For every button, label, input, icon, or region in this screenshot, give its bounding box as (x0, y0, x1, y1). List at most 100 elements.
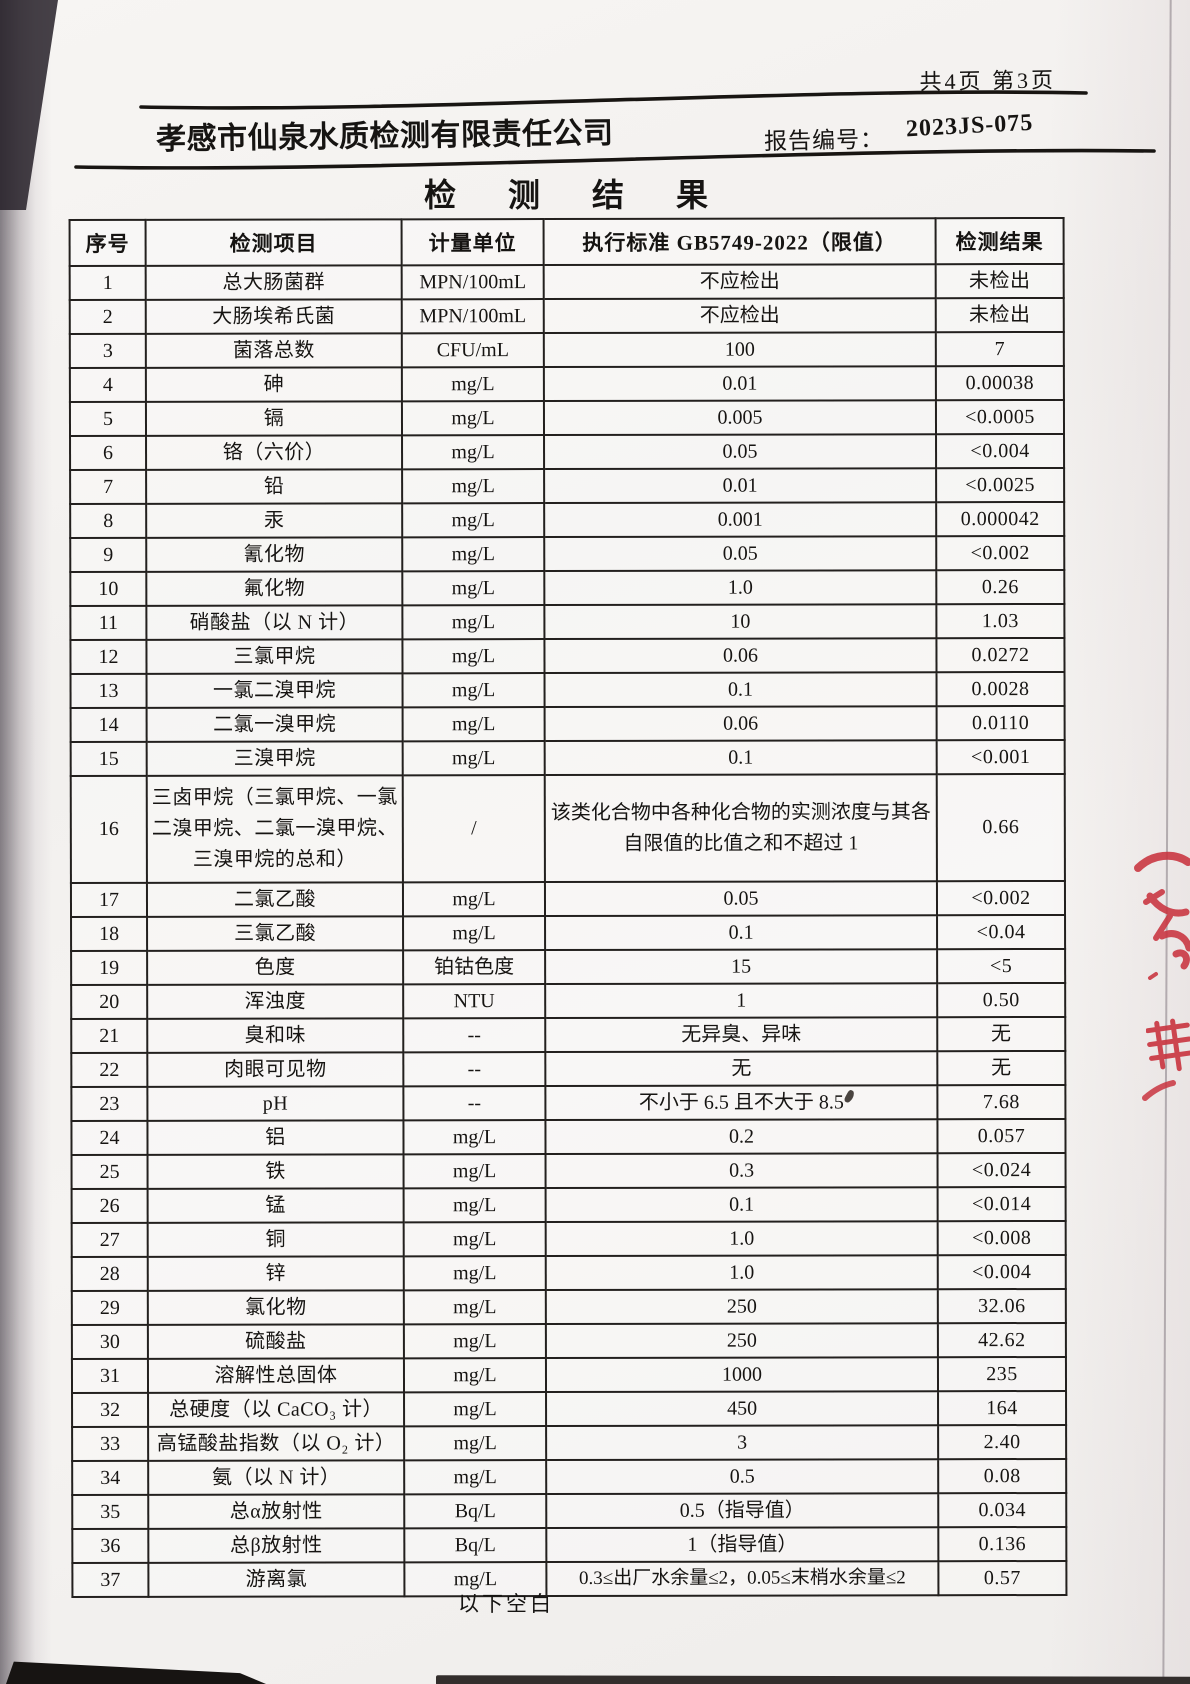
limit: 10 (544, 604, 937, 640)
item-name: 溶解性总固体 (147, 1358, 405, 1393)
row-no: 23 (71, 1086, 148, 1122)
report-title: 检 测 结 果 (424, 177, 731, 213)
limit: 0.1 (544, 740, 937, 776)
scan-bottom-edge-shadow (435, 1675, 1190, 1684)
table-row: 35 总α放射性 Bq/L 0.5（指导值） 0.034 (72, 1492, 1067, 1530)
unit: -- (403, 1018, 546, 1053)
table-row: 3 菌落总数 CFU/mL 100 7 (69, 331, 1064, 369)
unit: mg/L (403, 916, 546, 951)
table-row: 25 铁 mg/L 0.3 <0.024 (71, 1152, 1066, 1190)
item-name: 锌 (147, 1256, 404, 1291)
row-no: 28 (71, 1256, 148, 1292)
unit: mg/L (403, 1290, 546, 1325)
table-row: 16 三卤甲烷（三氯甲烷、一氯二溴甲烷、二氯一溴甲烷、三溴甲烷的总和） / 该类化合物… (70, 773, 1065, 884)
row-no: 9 (70, 537, 147, 573)
limit: 0.3 (545, 1153, 938, 1189)
col-header-result: 检测结果 (935, 217, 1064, 265)
unit: mg/L (403, 1188, 546, 1223)
unit: mg/L (402, 605, 545, 640)
limit: 3 (546, 1425, 939, 1461)
row-no: 31 (71, 1358, 149, 1394)
table-row: 8 汞 mg/L 0.001 0.000042 (70, 501, 1065, 539)
result: <0.008 (937, 1220, 1066, 1256)
item-name: 游离氯 (148, 1562, 405, 1597)
unit: mg/L (402, 503, 545, 538)
item-name: 氟化物 (146, 571, 403, 606)
unit: mg/L (402, 882, 546, 917)
row-no: 18 (71, 916, 148, 952)
limit: 250 (545, 1323, 938, 1359)
col-header-limit: 执行标准 GB5749-2022（限值） (543, 218, 936, 266)
limit: 无 (545, 1051, 938, 1087)
unit: mg/L (403, 1120, 546, 1155)
table-header-row: 序号 检测项目 计量单位 执行标准 GB5749-2022（限值） 检测结果 (69, 217, 1064, 267)
table-row: 30 硫酸盐 mg/L 250 42.62 (71, 1322, 1066, 1360)
unit: mg/L (403, 1256, 546, 1291)
row-no: 26 (71, 1188, 148, 1224)
limit: 0.5（指导值） (546, 1493, 939, 1529)
limit: 1.0 (545, 1255, 938, 1291)
item-name: 铁 (147, 1154, 404, 1189)
item-name: 氨（以 N 计） (148, 1460, 405, 1495)
result: 2.40 (938, 1424, 1067, 1460)
item-name: 三溴甲烷 (146, 741, 403, 776)
item-name: 浑浊度 (147, 984, 404, 1019)
row-no: 12 (70, 639, 147, 675)
table-row: 21 臭和味 -- 无异臭、异味无 (71, 1016, 1066, 1054)
result: 7.68 (937, 1084, 1066, 1120)
table-row: 32 总硬度（以 CaCO₃ 计） mg/L 450 164 (72, 1390, 1067, 1428)
item-name: 菌落总数 (145, 333, 402, 368)
item-name: 铬（六价） (146, 435, 403, 470)
row-no: 2 (69, 299, 146, 335)
table-row: 9 氰化物 mg/L 0.05 <0.002 (70, 535, 1065, 573)
table-row: 14 二氯一溴甲烷 mg/L 0.06 0.0110 (70, 705, 1065, 743)
unit: mg/L (404, 1460, 547, 1495)
limit: 0.05 (544, 536, 937, 572)
unit: MPN/100mL (401, 299, 544, 334)
row-no: 21 (71, 1018, 148, 1054)
limit: 0.2 (545, 1119, 938, 1155)
result: 0.57 (938, 1560, 1067, 1596)
limit: 0.06 (544, 706, 937, 742)
company-name: 孝感市仙泉水质检测有限责任公司 (155, 116, 614, 157)
result: <0.0025 (936, 467, 1065, 503)
row-no: 24 (71, 1120, 148, 1156)
page-number: 共4页 第3页 (919, 67, 1057, 95)
table-row: 18 三氯乙酸 mg/L 0.1 <0.04 (71, 914, 1066, 952)
unit: -- (403, 1086, 546, 1121)
row-no: 27 (71, 1222, 148, 1258)
limit: 0.005 (543, 400, 937, 436)
limit: 0.05 (544, 434, 937, 470)
unit: MPN/100mL (401, 265, 544, 300)
table-row: 15 三溴甲烷 mg/L 0.1 <0.001 (70, 739, 1065, 777)
unit: mg/L (402, 639, 545, 674)
result: 0.000042 (936, 501, 1065, 537)
result: 0.057 (937, 1118, 1066, 1154)
table-row: 11 硝酸盐（以 N 计） mg/L 10 1.03 (70, 603, 1065, 641)
row-no: 8 (70, 503, 147, 539)
limit: 0.01 (544, 468, 937, 504)
row-no: 34 (72, 1460, 149, 1496)
table-row: 17 二氯乙酸 mg/L 0.05 <0.002 (70, 880, 1066, 918)
result: 未检出 (935, 297, 1064, 333)
row-no: 32 (72, 1392, 149, 1428)
row-no: 29 (71, 1290, 148, 1326)
result: 164 (938, 1390, 1067, 1426)
unit: mg/L (403, 1222, 546, 1257)
limit: 0.001 (544, 502, 937, 538)
result: <0.04 (937, 914, 1066, 950)
unit: mg/L (401, 401, 545, 436)
limit: 1.0 (545, 1221, 938, 1257)
table-row: 7 铅 mg/L 0.01 <0.0025 (70, 467, 1065, 505)
item-name: pH (147, 1086, 404, 1121)
limit: 无异臭、异味 (545, 1017, 938, 1053)
item-name: 臭和味 (147, 1018, 404, 1053)
row-no: 13 (70, 673, 147, 709)
table-row: 37 游离氯 mg/L 0.3≤出厂水余量≤2，0.05≤末梢水余量≤2 0.57 (72, 1560, 1067, 1598)
result: 0.00038 (935, 365, 1064, 401)
result: <0.004 (936, 433, 1065, 469)
limit: 0.1 (545, 1187, 938, 1223)
unit: Bq/L (404, 1528, 547, 1563)
result: <0.004 (937, 1254, 1066, 1290)
row-no: 10 (70, 571, 147, 607)
